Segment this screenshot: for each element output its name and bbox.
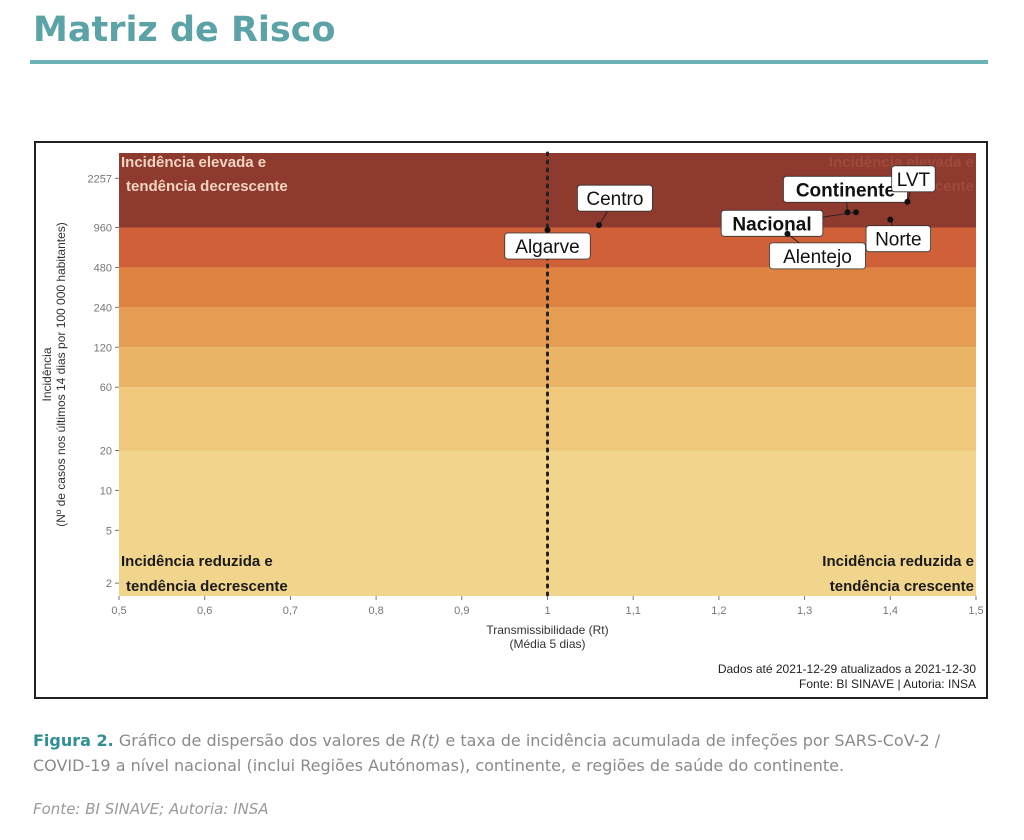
y-axis-sublabel: (Nº de casos nos últimos 14 dias por 100… [54,222,68,527]
footnote-line1: Dados até 2021-12-29 atualizados a 2021-… [718,662,977,676]
x-tick-label: 1,2 [711,605,726,617]
point-alentejo [784,230,791,237]
x-tick-label: 0,9 [454,605,469,617]
point-nacional [853,209,860,216]
y-axis-label: Incidência [40,347,54,401]
point-label-algarve: Algarve [515,237,579,258]
point-centro [595,222,602,229]
quadrant-top-left-line2: tendência decrescente [126,178,288,195]
point-label-box-algarve [504,232,591,260]
point-label-box-norte [865,225,931,253]
risk-matrix-chart: 0,5 0,6 0,7 0,8 0,9 1 1,1 1,2 1,3 1,4 1,5 2 5 10 20 60 1… [40,151,984,691]
title-rule [30,60,988,64]
x-axis-label: Transmissibilidade (Rt) [486,623,608,637]
y-tick-label: 240 [94,302,112,314]
point-label-box-alentejo [769,242,866,270]
y-tick-label: 120 [94,342,112,354]
x-tick-label: 1,4 [883,605,898,617]
point-label-centro: Centro [586,189,643,210]
x-tick-label: 0,7 [283,605,298,617]
point-lvt [904,198,911,205]
point-label-norte: Norte [875,230,921,251]
figure-source: Fonte: BI SINAVE; Autoria: INSA [33,800,269,818]
caption-text-before: Gráfico de dispersão dos valores de [113,731,411,750]
point-continente [844,209,851,216]
x-tick-label: 1,5 [968,605,983,617]
x-tick-label: 1,1 [626,605,641,617]
quadrant-bottom-left-line2: tendência decrescente [126,578,288,595]
y-tick-label: 20 [100,446,112,458]
quadrant-bottom-right-line1: Incidência reduzida e [822,553,974,570]
quadrant-bottom-left-line1: Incidência reduzida e [121,553,273,570]
quadrant-top-left-line1: Incidência elevada e [121,154,266,171]
x-tick-label: 0,6 [197,605,212,617]
y-tick-label: 960 [94,223,112,235]
y-tick-label: 60 [100,382,112,394]
point-label-nacional: Nacional [732,214,811,235]
point-norte [887,216,894,223]
y-tick-label: 480 [94,262,112,274]
x-tick-label: 0,5 [111,605,126,617]
point-label-continente: Continente [796,180,895,201]
caption-text-after: e taxa de incidência acumulada de infeçõ… [33,731,941,775]
y-tick-label: 10 [100,485,112,497]
point-label-alentejo: Alentejo [783,247,852,268]
x-axis-sublabel: (Média 5 dias) [509,637,585,651]
point-label-lvt: LVT [897,170,931,191]
point-label-box-lvt [891,165,936,193]
point-label-box-nacional [720,209,824,237]
y-tick-label: 2257 [88,173,112,185]
quadrant-bottom-right-line2: tendência crescente [830,578,974,595]
x-tick-label: 1 [544,605,550,617]
point-algarve [544,226,551,233]
y-tick-label: 2 [106,578,112,590]
point-label-box-centro [577,184,653,212]
y-tick-label: 5 [106,525,112,537]
footnote-line2: Fonte: BI SINAVE | Autoria: INSA [799,677,976,691]
x-tick-label: 0,8 [368,605,383,617]
page-title: Matriz de Risco [33,10,336,50]
figure-caption: Figura 2. Gráfico de dispersão dos valor… [33,728,993,778]
quadrant-top-right-line1: Incidência elevada e [829,154,974,171]
caption-label: Figura 2. [33,731,114,750]
caption-italic: R(t) [410,731,441,750]
x-tick-label: 1,3 [797,605,812,617]
